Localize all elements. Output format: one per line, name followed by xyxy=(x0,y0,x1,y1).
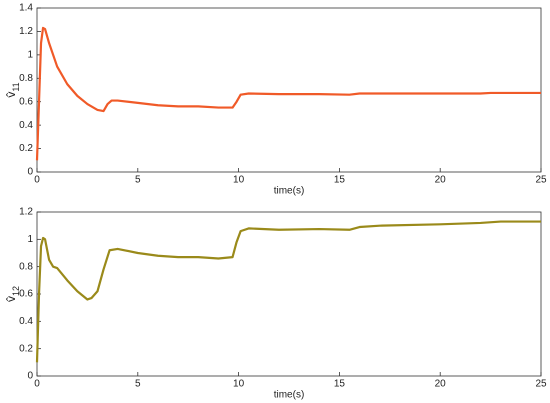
y-label-sub: 11 xyxy=(11,82,21,91)
x-tick-label: 25 xyxy=(535,379,547,390)
axes-frame xyxy=(36,211,542,377)
x-tick-label: 0 xyxy=(34,379,40,390)
x-tick-label: 20 xyxy=(435,175,447,186)
y-tick-label: 0 xyxy=(27,167,33,178)
subplot: 0 5 10 15 20 25 0 0.2 0.4 0.6 0.8 1 1.2 1.4 time(s) v̂1… xyxy=(4,3,547,197)
x-tick-label: 5 xyxy=(135,175,141,186)
y-tick-label: 0.6 xyxy=(19,96,33,107)
y-tick-label: 1.2 xyxy=(19,207,33,218)
y-tick-label: 1.4 xyxy=(19,3,33,14)
y-label-base: v̂ xyxy=(4,296,18,302)
x-tick-label: 10 xyxy=(233,379,245,390)
y-tick-label: 0 xyxy=(27,371,33,382)
subplot: 0 5 10 15 20 25 0 0.2 0.4 0.6 0.8 1 1.2 time(s) v̂12 xyxy=(4,207,547,401)
y-tick-label: 0.2 xyxy=(19,143,33,154)
x-tick-label: 25 xyxy=(535,175,547,186)
y-tick-label: 1 xyxy=(27,234,33,245)
x-axis-label: time(s) xyxy=(274,390,305,401)
y-tick-label: 0.6 xyxy=(19,289,33,300)
data-line xyxy=(35,220,541,363)
y-axis-label: v̂12 xyxy=(4,286,21,302)
x-tick-label: 5 xyxy=(135,379,141,390)
x-tick-label: 15 xyxy=(334,379,346,390)
x-tick-label: 10 xyxy=(233,175,245,186)
x-tick-label: 15 xyxy=(334,175,346,186)
y-label-sub: 12 xyxy=(11,286,21,296)
axes-frame xyxy=(36,7,542,173)
y-tick-label: 0.4 xyxy=(19,316,33,327)
y-axis-label: v̂11 xyxy=(4,82,21,97)
data-line xyxy=(35,26,541,161)
x-tick-label: 20 xyxy=(435,379,447,390)
y-tick-label: 0.4 xyxy=(19,120,33,131)
y-tick-label: 0.2 xyxy=(19,343,33,354)
y-tick-label: 1.2 xyxy=(19,26,33,37)
x-tick-label: 0 xyxy=(34,175,40,186)
y-label-base: v̂ xyxy=(4,92,18,98)
x-axis-label: time(s) xyxy=(274,186,305,197)
y-tick-label: 0.8 xyxy=(19,261,33,272)
y-tick-label: 1 xyxy=(27,49,33,60)
y-tick-label: 0.8 xyxy=(19,73,33,84)
